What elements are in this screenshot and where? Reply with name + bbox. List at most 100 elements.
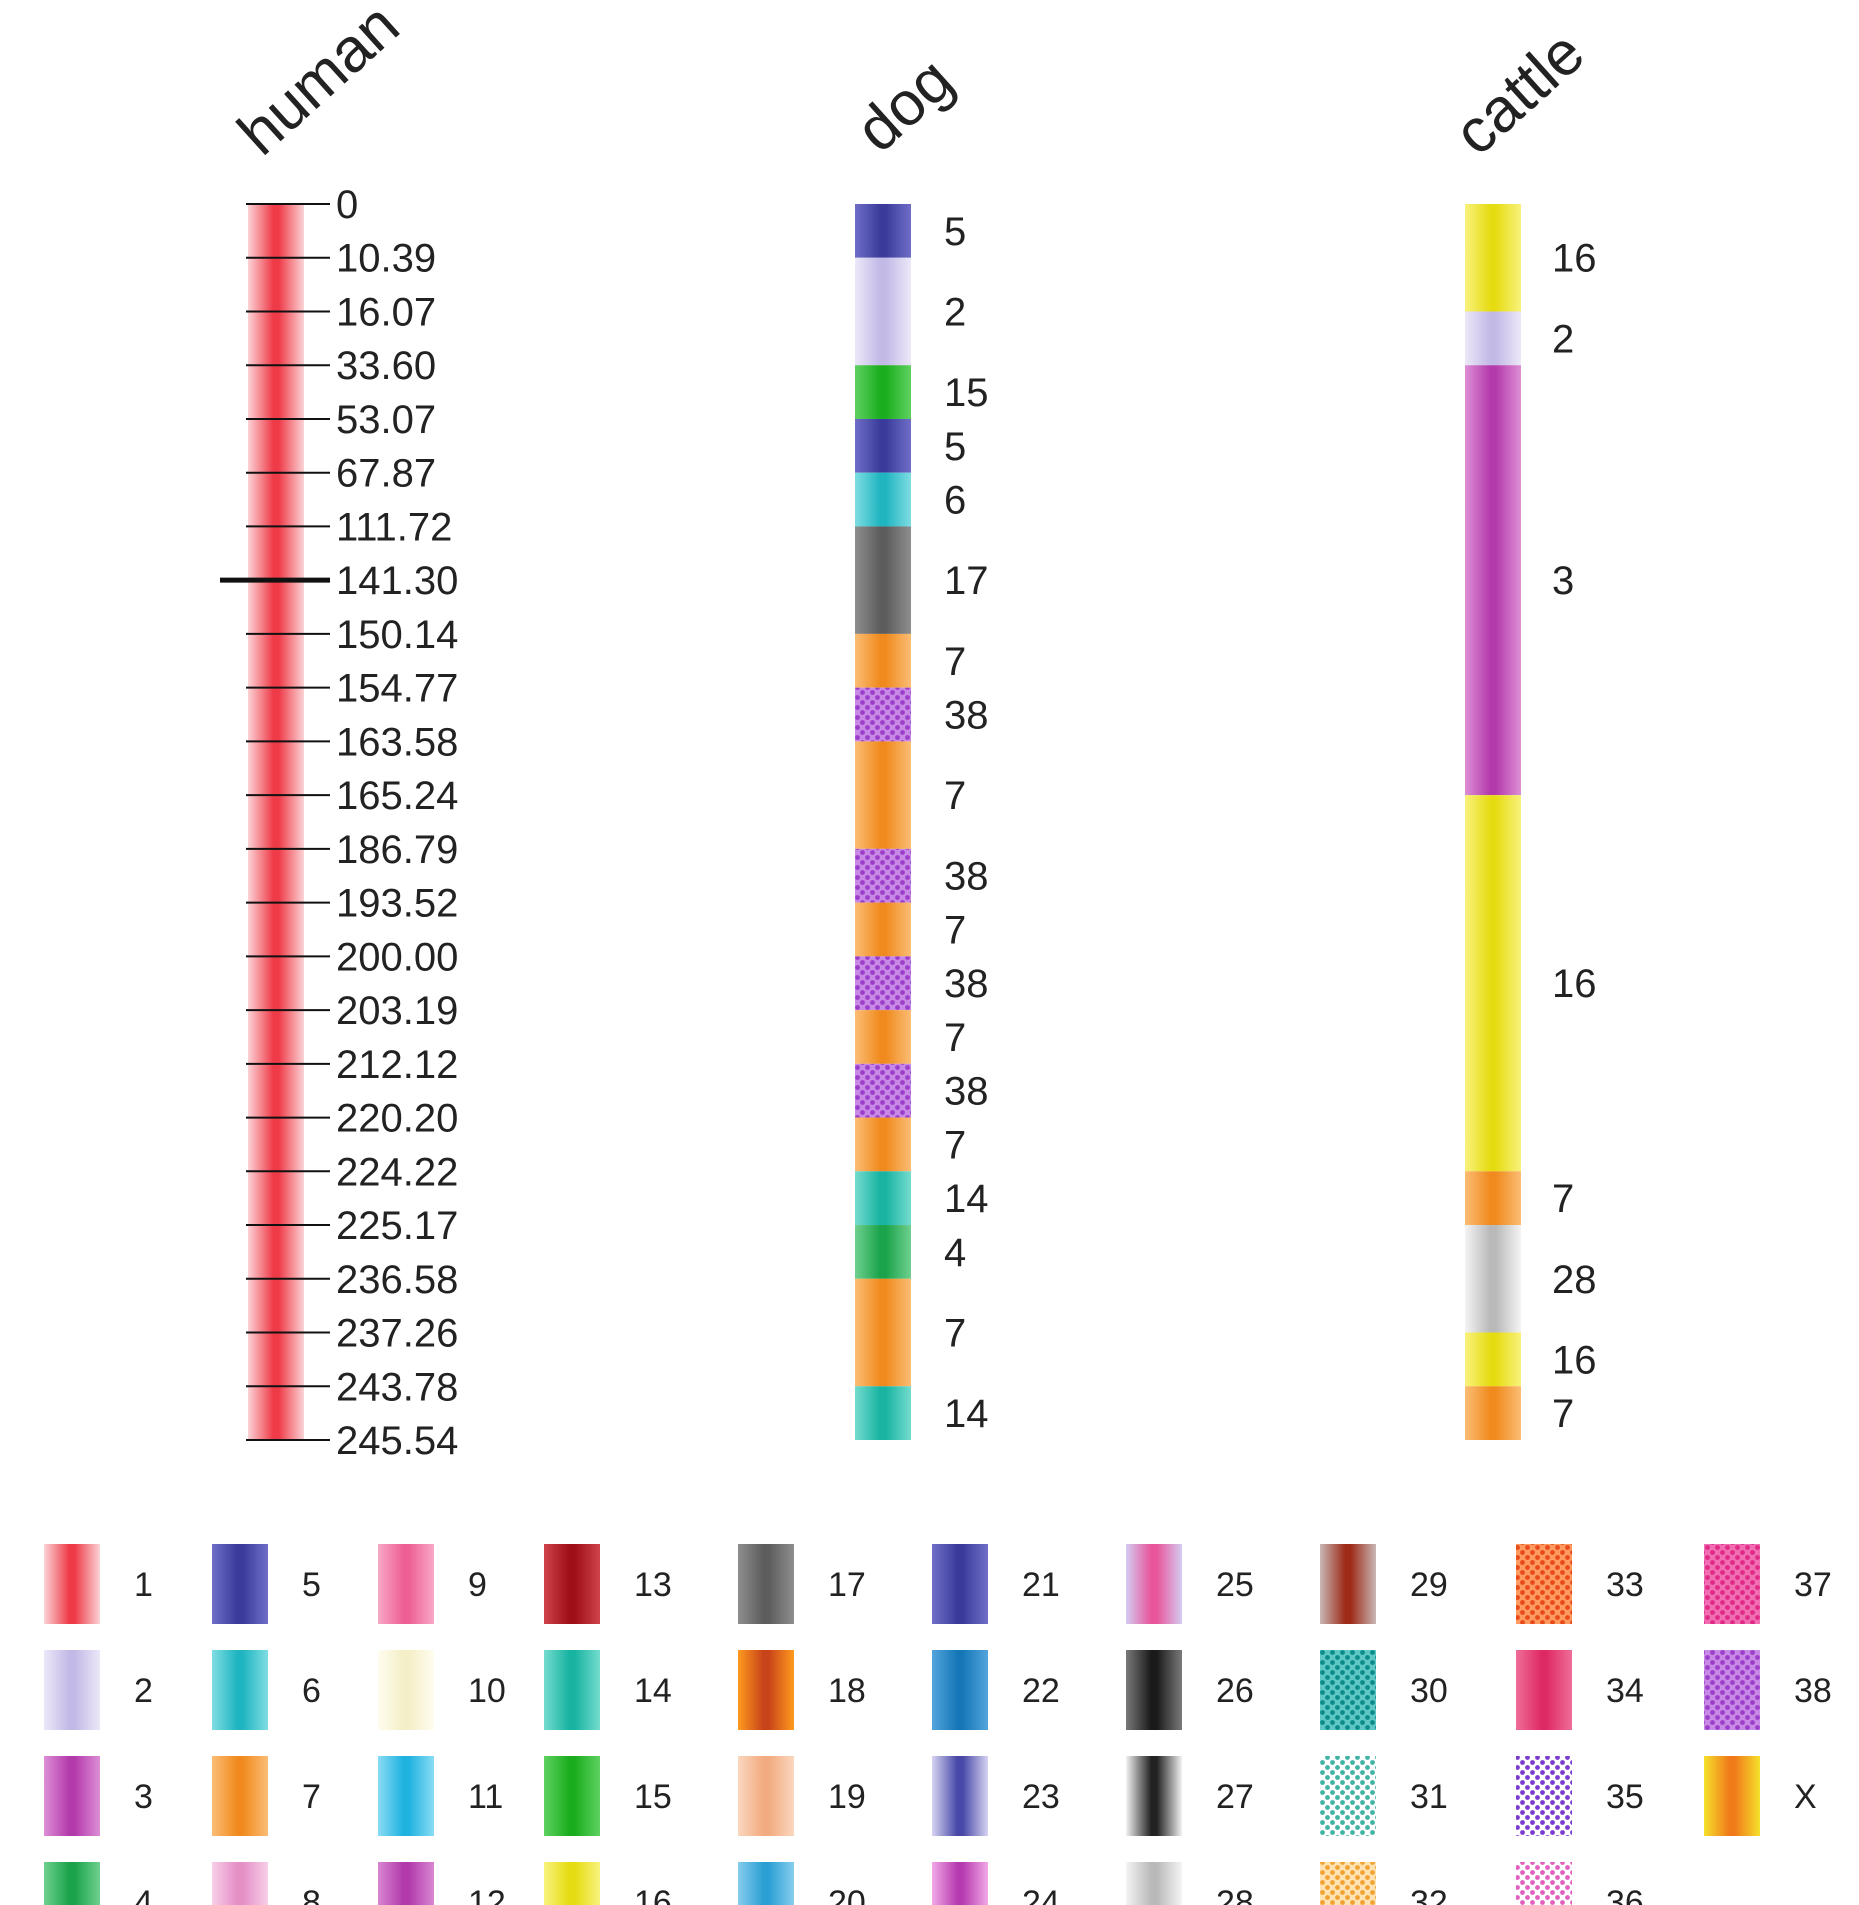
cattle-segment <box>1465 1225 1521 1333</box>
dog-segment-label: 38 <box>944 962 989 1006</box>
dog-segment <box>855 418 911 473</box>
legend-label: 4 <box>134 1884 153 1905</box>
species-label-dog: dog <box>843 45 966 166</box>
legend-swatch <box>738 1756 794 1836</box>
tick-label: 154.77 <box>336 667 458 711</box>
tick-label: 212.12 <box>336 1043 458 1087</box>
dog-segment-label: 7 <box>944 908 966 952</box>
dog-segment <box>855 1063 911 1118</box>
dog-segment <box>855 1386 911 1440</box>
tick-label: 33.60 <box>336 344 436 388</box>
tick-label: 193.52 <box>336 882 458 926</box>
legend-swatch <box>1704 1544 1760 1624</box>
dog-segment-label: 7 <box>944 774 966 818</box>
tick-label: 141.30 <box>336 559 458 603</box>
legend-label: 17 <box>828 1566 866 1604</box>
dog-segment <box>855 365 911 419</box>
legend-label: 12 <box>468 1884 506 1905</box>
cattle-segment-label: 28 <box>1552 1258 1597 1302</box>
legend-swatch <box>212 1650 268 1730</box>
legend-label: 22 <box>1022 1672 1060 1710</box>
cattle-segment-label: 16 <box>1552 962 1597 1006</box>
legend-label: 18 <box>828 1672 866 1710</box>
dog-segment-label: 14 <box>944 1177 989 1221</box>
legend-label: 26 <box>1216 1672 1254 1710</box>
human-chromosome: 0 10.39 16.07 33.60 53.07 67.87 111.72 141.30 15… <box>220 183 458 1463</box>
cattle-segment <box>1465 204 1521 312</box>
cattle-segment <box>1465 365 1521 796</box>
legend-label: 1 <box>134 1566 153 1604</box>
dog-segment-label: 7 <box>944 1123 966 1167</box>
tick-label: 243.78 <box>336 1365 458 1409</box>
legend-label: 2 <box>134 1672 153 1710</box>
cattle-segment <box>1465 1332 1521 1387</box>
legend-label: 3 <box>134 1778 153 1816</box>
tick-label: 236.58 <box>336 1258 458 1302</box>
legend-label: 5 <box>302 1566 321 1604</box>
dog-segment <box>855 204 911 258</box>
dog-segment-label: 14 <box>944 1392 989 1436</box>
legend-swatch <box>212 1862 268 1905</box>
dog-segment <box>855 1225 911 1279</box>
legend-swatch <box>932 1650 988 1730</box>
tick-label: 150.14 <box>336 613 458 657</box>
legend-swatch <box>932 1862 988 1905</box>
legend-swatch <box>212 1756 268 1836</box>
legend-swatch <box>544 1756 600 1836</box>
legend-label: 21 <box>1022 1566 1060 1604</box>
legend-swatch <box>1704 1650 1760 1730</box>
tick-label: 111.72 <box>336 505 452 549</box>
legend-swatch <box>1320 1756 1376 1836</box>
dog-segment <box>855 526 911 634</box>
cattle-segment <box>1465 311 1521 366</box>
legend-label: 33 <box>1606 1566 1644 1604</box>
dog-segment-label: 4 <box>944 1231 966 1275</box>
legend-swatch <box>212 1544 268 1624</box>
tick-label: 220.20 <box>336 1097 458 1141</box>
tick-label: 224.22 <box>336 1150 458 1194</box>
legend-swatch <box>544 1544 600 1624</box>
legend-label: 23 <box>1022 1778 1060 1816</box>
color-legend: 1234567891011121314151617181920212223242… <box>44 1544 1832 1905</box>
legend-label: 30 <box>1410 1672 1448 1710</box>
legend-label: 34 <box>1606 1672 1644 1710</box>
legend-swatch <box>738 1862 794 1905</box>
legend-label: 15 <box>634 1778 672 1816</box>
dog-segment <box>855 1010 911 1064</box>
dog-segment <box>855 1278 911 1387</box>
legend-swatch <box>1516 1650 1572 1730</box>
dog-segment-label: 2 <box>944 290 966 334</box>
legend-swatch <box>44 1544 100 1624</box>
legend-swatch <box>1126 1650 1182 1730</box>
legend-label: 20 <box>828 1884 866 1905</box>
legend-swatch <box>738 1544 794 1624</box>
legend-swatch <box>544 1862 600 1905</box>
legend-label: 32 <box>1410 1884 1448 1905</box>
legend-label: 24 <box>1022 1884 1060 1905</box>
cattle-segment <box>1465 1171 1521 1226</box>
cattle-segment <box>1465 795 1521 1172</box>
legend-label: 36 <box>1606 1884 1644 1905</box>
dog-segment-label: 7 <box>944 1312 966 1356</box>
legend-label: 13 <box>634 1566 672 1604</box>
tick-label: 53.07 <box>336 398 436 442</box>
legend-swatch <box>1126 1544 1182 1624</box>
cattle-segment-label: 7 <box>1552 1177 1574 1221</box>
legend-swatch <box>44 1862 100 1905</box>
tick-label: 0 <box>336 183 358 227</box>
legend-swatch <box>1126 1756 1182 1836</box>
legend-swatch <box>738 1650 794 1730</box>
cattle-chromosome: 16 2 3 16 7 28 16 7 <box>1465 204 1597 1440</box>
tick-label: 200.00 <box>336 935 458 979</box>
legend-label: 9 <box>468 1566 487 1604</box>
legend-swatch <box>378 1756 434 1836</box>
legend-swatch <box>44 1650 100 1730</box>
tick-label: 203.19 <box>336 989 458 1033</box>
dog-segment-label: 38 <box>944 855 989 899</box>
legend-label: 28 <box>1216 1884 1254 1905</box>
tick-label: 237.26 <box>336 1312 458 1356</box>
dog-segment <box>855 472 911 527</box>
dog-segment-label: 38 <box>944 1070 989 1114</box>
dog-segment <box>855 257 911 366</box>
